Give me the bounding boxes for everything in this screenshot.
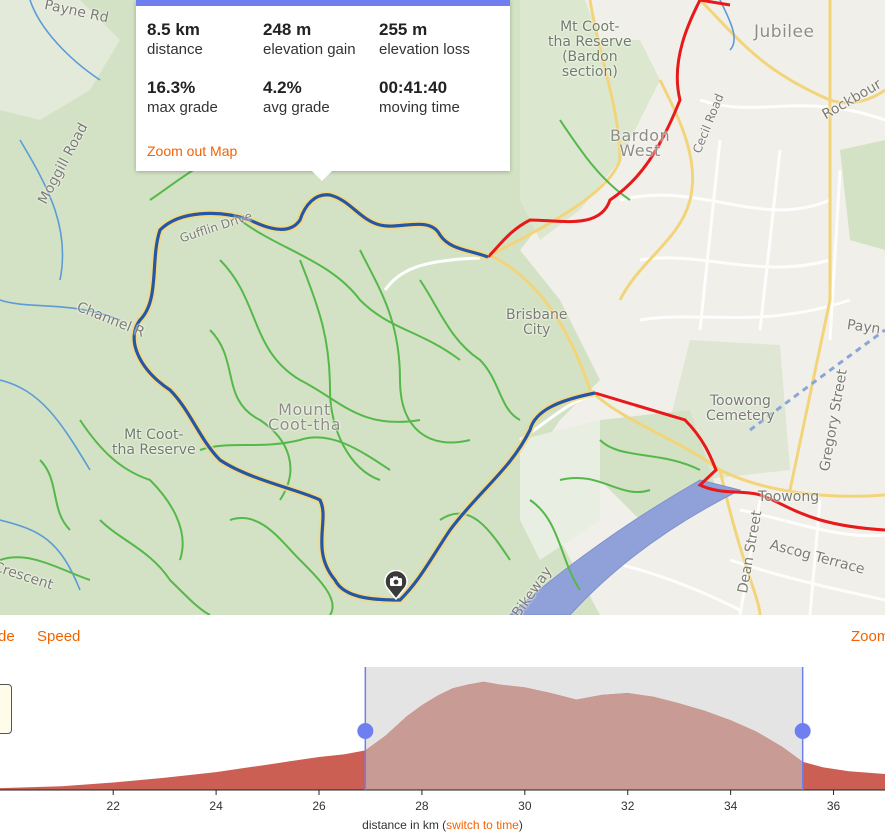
stats-popup: 8.5 km distance 248 m elevation gain 255… (136, 0, 510, 181)
x-tick-label: 34 (724, 799, 738, 813)
chart-tooltip-box (0, 684, 12, 734)
stat-max-grade: 16.3% max grade (147, 78, 263, 118)
switch-to-time-link[interactable]: switch to time (446, 818, 519, 832)
label-mount-coot-tha: Mount Coot-tha (268, 400, 342, 434)
label-mt-coot-tha-reserve-top: Mt Coot- tha Reserve (Bardon section) (548, 19, 632, 80)
x-tick-label: 26 (312, 799, 326, 813)
stat-elevation-loss: 255 m elevation loss (379, 20, 495, 60)
label-mt-coot-tha-reserve-left: Mt Coot- tha Reserve (112, 427, 196, 458)
stat-avg-grade: 4.2% avg grade (263, 78, 379, 118)
tab-speed[interactable]: Speed (37, 628, 81, 645)
x-tick-label: 36 (827, 799, 841, 813)
x-tick-label: 32 (621, 799, 635, 813)
stat-label: elevation gain (263, 41, 356, 58)
stat-value: 8.5 km (147, 20, 200, 39)
stat-label: moving time (379, 99, 460, 116)
x-tick-label: 22 (107, 799, 121, 813)
x-tick-label: 24 (209, 799, 223, 813)
stat-distance: 8.5 km distance (147, 20, 263, 60)
x-axis-label: distance in km ( (362, 818, 447, 832)
stat-value: 00:41:40 (379, 78, 448, 97)
stat-value: 248 m (263, 20, 312, 39)
x-axis-caption: distance in km (switch to time) (0, 818, 885, 832)
stat-label: max grade (147, 99, 218, 116)
zoom-out-map-link[interactable]: Zoom out Map (147, 143, 238, 159)
label-jubilee: Jubilee (754, 22, 815, 42)
label-brisbane-city: Brisbane City (506, 307, 568, 338)
label-toowong-cemetery: Toowong Cemetery (706, 393, 775, 424)
x-tick-label: 28 (415, 799, 429, 813)
zoom-link-partial[interactable]: Zoom (851, 628, 885, 645)
selection-start-handle[interactable] (357, 723, 374, 739)
elevation-chart[interactable]: 22 24 26 28 30 32 34 36 (0, 615, 885, 839)
elevation-area-selected (365, 681, 803, 790)
tab-elevation-partial[interactable]: de (0, 628, 15, 645)
selection-end-handle[interactable] (794, 723, 811, 739)
x-tick-label: 30 (518, 799, 532, 813)
stat-value: 4.2% (263, 78, 302, 97)
stat-moving-time: 00:41:40 moving time (379, 78, 495, 118)
stat-elevation-gain: 248 m elevation gain (263, 20, 379, 60)
stat-label: distance (147, 41, 203, 58)
stat-label: avg grade (263, 99, 330, 116)
label-toowong: Toowong (758, 489, 820, 505)
label-bardon-west: Bardon West (610, 126, 671, 160)
camera-icon (384, 570, 408, 600)
stat-value: 16.3% (147, 78, 196, 97)
map-view[interactable]: Payne Rd Moggill Road Gufflin Drive Chan… (0, 0, 885, 615)
elevation-chart-panel: de Speed Zoom 22 24 26 28 30 32 34 36 distance … (0, 615, 885, 839)
camera-marker[interactable] (384, 570, 408, 600)
stat-value: 255 m (379, 20, 428, 39)
x-axis-label-suffix: ) (518, 818, 523, 832)
stat-label: elevation loss (379, 41, 470, 58)
popup-pointer (311, 170, 333, 181)
